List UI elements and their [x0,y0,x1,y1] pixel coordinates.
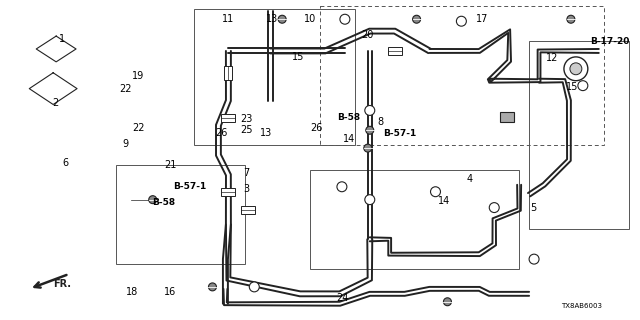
Text: 11: 11 [221,14,234,24]
Bar [500,112,514,122]
Bar [310,170,519,269]
Text: 1: 1 [59,35,65,44]
Circle shape [337,182,347,192]
Bar [221,114,236,122]
Text: 13: 13 [266,14,278,24]
Circle shape [209,283,216,291]
Circle shape [278,15,286,23]
Circle shape [431,187,440,197]
Text: 15: 15 [566,82,578,92]
Text: 12: 12 [547,53,559,63]
Bar [529,41,628,229]
Text: 23: 23 [241,114,253,124]
Bar [193,9,355,145]
Text: B-17-20: B-17-20 [590,36,630,45]
Text: 6: 6 [62,158,68,168]
Text: 25: 25 [241,125,253,135]
Text: 26: 26 [310,123,323,133]
Circle shape [578,81,588,91]
Circle shape [413,15,420,23]
Text: 15: 15 [291,52,304,62]
Circle shape [340,14,350,24]
Text: 21: 21 [164,160,177,170]
Bar [320,6,604,145]
Circle shape [250,282,259,292]
Text: 14: 14 [342,134,355,144]
Circle shape [364,144,372,152]
Circle shape [489,203,499,212]
Text: 13: 13 [260,128,272,138]
Text: B-57-1: B-57-1 [383,129,416,138]
Bar [388,47,402,55]
Text: 17: 17 [476,14,489,24]
Text: 7: 7 [244,168,250,178]
Bar [221,188,236,196]
Text: 2: 2 [52,98,59,108]
Text: TX8AB6003: TX8AB6003 [561,303,602,309]
Circle shape [529,254,539,264]
Circle shape [444,298,451,306]
Text: 18: 18 [126,287,138,297]
Text: 20: 20 [362,30,374,40]
Text: 10: 10 [304,14,317,24]
Circle shape [366,126,374,134]
Text: B-58: B-58 [152,198,175,207]
Text: 8: 8 [378,117,383,127]
Text: 26: 26 [215,128,227,138]
Text: 22: 22 [132,123,145,133]
Bar [225,66,232,80]
Text: 5: 5 [531,203,536,212]
Text: B-58: B-58 [337,113,360,122]
Circle shape [570,63,582,75]
Circle shape [564,57,588,81]
Text: 19: 19 [132,71,145,81]
Text: 22: 22 [120,84,132,94]
Text: 4: 4 [467,174,473,184]
Text: B-57-1: B-57-1 [173,182,206,191]
Circle shape [567,15,575,23]
Text: 9: 9 [123,139,129,149]
Text: 24: 24 [336,293,349,303]
Circle shape [365,195,375,204]
Text: 16: 16 [164,287,177,297]
Text: 3: 3 [244,184,250,194]
Text: FR.: FR. [53,279,71,289]
Circle shape [148,196,157,204]
Bar [116,165,245,264]
Text: 14: 14 [438,196,451,206]
Circle shape [365,106,375,116]
Circle shape [456,16,467,26]
Bar [241,206,255,213]
